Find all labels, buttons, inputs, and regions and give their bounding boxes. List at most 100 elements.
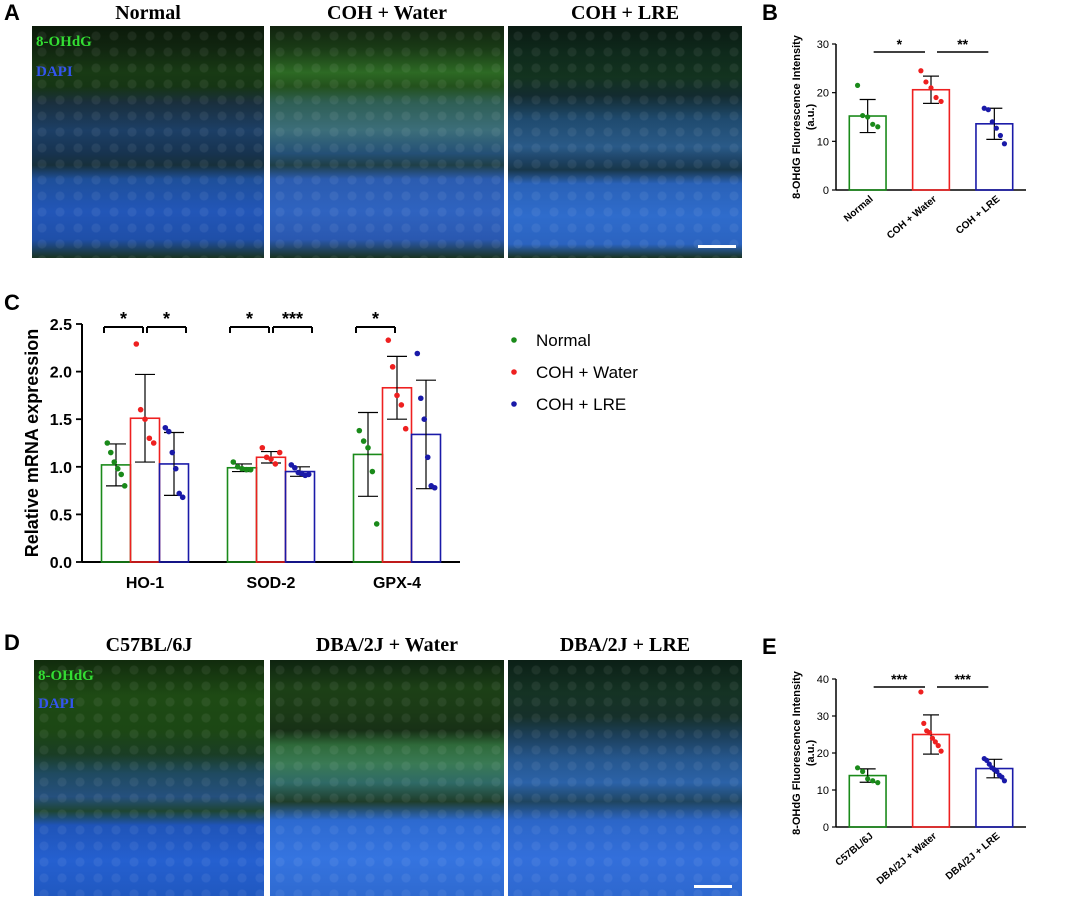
data-point bbox=[385, 337, 392, 343]
y-tick-label: 10 bbox=[817, 136, 829, 148]
data-point bbox=[865, 776, 871, 782]
micrograph-a-normal: 8-OHdG DAPI bbox=[32, 26, 264, 258]
data-point bbox=[918, 68, 924, 74]
data-point bbox=[424, 454, 431, 461]
data-point bbox=[259, 444, 266, 451]
data-point bbox=[870, 778, 876, 784]
stain-label-dapi: DAPI bbox=[36, 64, 73, 80]
data-point bbox=[276, 449, 283, 456]
data-point bbox=[272, 461, 279, 467]
panel-d-title-c57: C57BL/6J bbox=[105, 634, 193, 656]
significance-label: * bbox=[897, 36, 903, 52]
panel-d-title-dba-water: DBA/2J + Water bbox=[315, 634, 459, 656]
micrograph-d-dba-water bbox=[270, 660, 504, 896]
y-axis-label: Relative mRNA expression bbox=[22, 329, 42, 557]
micrograph-d-c57: 8-OHdG DAPI bbox=[34, 660, 264, 896]
data-point bbox=[365, 444, 371, 451]
panel-letter-e: E bbox=[762, 634, 777, 659]
significance-label: * bbox=[163, 309, 170, 329]
data-point bbox=[150, 440, 157, 446]
data-point bbox=[142, 416, 148, 422]
y-tick-label: 0 bbox=[823, 822, 829, 834]
y-tick-label: 1.5 bbox=[50, 412, 72, 429]
bar-coh-water bbox=[911, 88, 951, 191]
x-tick-label: DBA/2J + Water bbox=[875, 831, 939, 887]
data-point bbox=[121, 483, 128, 489]
data-point bbox=[402, 425, 409, 432]
data-point bbox=[865, 114, 871, 120]
data-point bbox=[107, 449, 114, 456]
y-axis-label: 8-OHdG Fluorescence Intensity bbox=[791, 34, 803, 199]
data-point bbox=[421, 416, 428, 422]
data-point bbox=[369, 468, 376, 475]
y-axis-label: (a.u.) bbox=[805, 104, 817, 131]
data-point bbox=[247, 466, 254, 473]
data-point bbox=[118, 471, 125, 478]
data-point bbox=[986, 761, 992, 767]
y-tick-label: 10 bbox=[817, 785, 829, 797]
significance-label: * bbox=[372, 309, 379, 329]
panel-a-title-coh-water: COH + Water bbox=[327, 2, 447, 24]
data-point bbox=[414, 350, 421, 357]
x-tick-label: C57BL/6J bbox=[834, 831, 876, 869]
data-point bbox=[932, 739, 938, 745]
data-point bbox=[938, 748, 944, 754]
data-point bbox=[417, 395, 424, 402]
data-point bbox=[984, 757, 990, 763]
data-point bbox=[165, 428, 172, 435]
data-point bbox=[923, 79, 929, 85]
data-point bbox=[398, 402, 405, 408]
y-tick-label: 20 bbox=[817, 748, 829, 760]
legend-marker bbox=[511, 401, 517, 407]
data-point bbox=[291, 464, 298, 471]
significance-label: ** bbox=[957, 36, 968, 52]
data-point bbox=[1001, 141, 1008, 147]
data-point bbox=[234, 464, 241, 470]
stain-label-8ohdg: 8-OHdG bbox=[38, 668, 94, 684]
data-point bbox=[933, 94, 939, 101]
data-point bbox=[875, 124, 881, 130]
data-point bbox=[938, 98, 944, 105]
data-point bbox=[111, 459, 118, 465]
data-point bbox=[993, 125, 999, 131]
data-point bbox=[243, 466, 250, 473]
legend-label: Normal bbox=[536, 331, 591, 350]
stain-label-8ohdg: 8-OHdG bbox=[36, 34, 92, 50]
panel-a-title-coh-lre: COH + LRE bbox=[570, 2, 680, 24]
data-point bbox=[239, 465, 245, 472]
y-tick-label: 20 bbox=[817, 88, 829, 100]
x-tick-label: COH + LRE bbox=[954, 194, 1002, 237]
significance-label: *** bbox=[282, 309, 303, 329]
legend-label: COH + Water bbox=[536, 363, 638, 382]
data-point bbox=[929, 735, 936, 741]
y-tick-label: 40 bbox=[817, 674, 829, 686]
data-point bbox=[305, 471, 312, 478]
x-tick-label: DBA/2J + LRE bbox=[944, 831, 1003, 883]
data-point bbox=[179, 494, 186, 501]
data-point bbox=[172, 465, 179, 472]
micrograph-d-dba-lre bbox=[508, 660, 742, 896]
chart-b-8ohdg-intensity: 0 10 20 30 8-OHdG Fluorescence Intensity (a.u… bbox=[791, 34, 1026, 242]
data-point bbox=[989, 119, 995, 125]
y-axis-label: 8-OHdG Fluorescence Intensity bbox=[791, 670, 803, 835]
micrograph-a-coh-lre bbox=[508, 26, 742, 258]
data-point bbox=[268, 456, 274, 462]
scale-bar bbox=[698, 245, 736, 248]
data-point bbox=[928, 85, 934, 91]
data-point bbox=[176, 490, 183, 497]
significance-label: *** bbox=[891, 671, 908, 687]
panel-d-title-dba-lre: DBA/2J + LRE bbox=[559, 634, 691, 656]
y-tick-label: 2.0 bbox=[50, 365, 72, 382]
data-point bbox=[918, 689, 924, 695]
data-point bbox=[394, 392, 400, 399]
y-tick-label: 0 bbox=[823, 185, 829, 197]
data-point bbox=[169, 449, 176, 456]
y-tick-label: 0.5 bbox=[50, 507, 72, 524]
data-point bbox=[921, 720, 927, 726]
y-tick-label: 0.0 bbox=[50, 555, 72, 572]
significance-label: *** bbox=[954, 671, 971, 687]
significance-label: * bbox=[246, 309, 253, 329]
data-point bbox=[431, 484, 438, 491]
data-point bbox=[104, 440, 111, 446]
data-point bbox=[926, 730, 933, 736]
